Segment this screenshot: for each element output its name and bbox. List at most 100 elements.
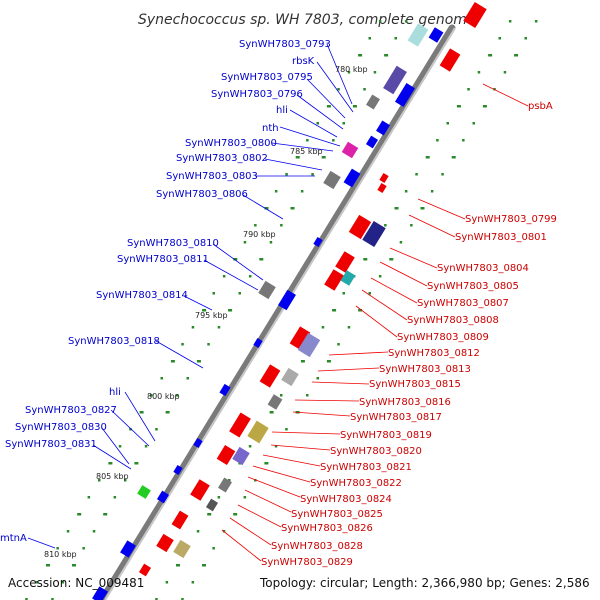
connector-line: [242, 194, 284, 220]
gene-label[interactable]: mtnA: [0, 533, 27, 544]
gene-box[interactable]: [343, 168, 361, 188]
gene-label[interactable]: SynWH7803_0825: [291, 509, 383, 520]
gene-label[interactable]: SynWH7803_0830: [15, 422, 107, 433]
gene-label[interactable]: SynWH7803_0819: [340, 430, 432, 441]
tick-mark: [212, 292, 215, 295]
tick-mark: [415, 173, 418, 176]
gene-label[interactable]: SynWH7803_0810: [127, 238, 219, 249]
gene-label[interactable]: SynWH7803_0820: [330, 446, 422, 457]
gene-box[interactable]: [323, 170, 341, 190]
gene-label[interactable]: SynWH7803_0793: [239, 39, 331, 50]
gene-label[interactable]: SynWH7803_0799: [465, 214, 557, 225]
gene-label[interactable]: SynWH7803_0805: [427, 281, 519, 292]
gene-label[interactable]: SynWH7803_0806: [156, 189, 248, 200]
tick-mark: [477, 71, 481, 74]
gene-box[interactable]: [219, 383, 231, 397]
gene-box[interactable]: [173, 539, 191, 559]
gene-box[interactable]: [138, 563, 152, 577]
gene-label[interactable]: SynWH7803_0816: [359, 397, 451, 408]
gene-label[interactable]: SynWH7803_0828: [271, 541, 363, 552]
gene-box[interactable]: [267, 394, 283, 410]
gene-box[interactable]: [376, 120, 390, 136]
gene-box[interactable]: [394, 83, 416, 107]
gene-box[interactable]: [366, 94, 380, 110]
gene-label[interactable]: hli: [109, 387, 121, 398]
gene-box[interactable]: [205, 498, 219, 512]
gene-box[interactable]: [341, 141, 359, 159]
gene-box[interactable]: [324, 269, 344, 291]
gene-label[interactable]: SynWH7803_0822: [310, 478, 402, 489]
gene-box[interactable]: [377, 183, 387, 193]
gene-label[interactable]: SynWH7803_0808: [407, 315, 499, 326]
gene-box[interactable]: [218, 477, 232, 493]
gene-box[interactable]: [171, 510, 189, 530]
gene-box[interactable]: [229, 412, 251, 438]
gene-box[interactable]: [407, 23, 429, 47]
gene-label[interactable]: SynWH7803_0796: [211, 89, 303, 100]
gene-label[interactable]: SynWH7803_0827: [25, 405, 117, 416]
connector-line: [482, 83, 529, 107]
gene-box[interactable]: [362, 220, 386, 248]
gene-box[interactable]: [313, 237, 323, 247]
gene-box[interactable]: [120, 540, 136, 558]
connector-line: [289, 109, 338, 138]
gene-label[interactable]: SynWH7803_0818: [68, 336, 160, 347]
gene-box[interactable]: [247, 420, 269, 444]
gene-label[interactable]: SynWH7803_0824: [300, 494, 392, 505]
gene-label[interactable]: SynWH7803_0831: [5, 439, 97, 450]
gene-box[interactable]: [216, 445, 236, 465]
gene-box[interactable]: [297, 332, 321, 358]
gene-box[interactable]: [281, 367, 299, 387]
gene-box[interactable]: [92, 586, 108, 600]
gene-box[interactable]: [428, 27, 444, 43]
gene-label[interactable]: SynWH7803_0802: [176, 153, 268, 164]
gene-label[interactable]: SynWH7803_0814: [96, 290, 188, 301]
gene-box[interactable]: [173, 465, 183, 475]
gene-box[interactable]: [278, 289, 296, 311]
gene-label[interactable]: SynWH7803_0812: [388, 348, 480, 359]
connector-line: [370, 277, 418, 304]
gene-box[interactable]: [289, 326, 311, 350]
gene-box[interactable]: [190, 479, 210, 501]
gene-label[interactable]: SynWH7803_0815: [369, 379, 461, 390]
gene-label[interactable]: SynWH7803_0817: [350, 412, 442, 423]
tick-mark: [456, 105, 461, 108]
gene-box[interactable]: [258, 280, 276, 300]
gene-box[interactable]: [335, 251, 355, 273]
gene-label[interactable]: SynWH7803_0826: [281, 523, 373, 534]
gene-box[interactable]: [383, 65, 407, 95]
gene-label[interactable]: nth: [262, 123, 279, 134]
gene-box[interactable]: [156, 533, 174, 553]
gene-label[interactable]: SynWH7803_0809: [397, 332, 489, 343]
gene-box[interactable]: [348, 214, 372, 240]
gene-label[interactable]: SynWH7803_0811: [117, 254, 209, 265]
gene-box[interactable]: [365, 135, 379, 149]
connector-line: [408, 214, 456, 238]
gene-box[interactable]: [259, 364, 281, 388]
connector-line: [244, 489, 292, 513]
gene-box[interactable]: [253, 338, 263, 348]
gene-box[interactable]: [340, 270, 356, 286]
gene-label[interactable]: SynWH7803_0821: [320, 462, 412, 473]
gene-box[interactable]: [232, 446, 250, 466]
tick-mark: [311, 173, 314, 176]
gene-label[interactable]: SynWH7803_0801: [455, 232, 547, 243]
gene-label[interactable]: SynWH7803_0813: [379, 364, 471, 375]
tick-mark: [274, 190, 278, 193]
gene-label[interactable]: SynWH7803_0803: [166, 171, 258, 182]
connector-line: [264, 158, 323, 171]
gene-label[interactable]: rbsK: [292, 56, 315, 67]
gene-label[interactable]: SynWH7803_0807: [417, 298, 509, 309]
gene-box[interactable]: [156, 490, 170, 504]
gene-label[interactable]: SynWH7803_0829: [261, 557, 353, 568]
gene-label[interactable]: SynWH7803_0795: [221, 72, 313, 83]
gene-label[interactable]: hli: [276, 105, 288, 116]
gene-box[interactable]: [379, 173, 389, 183]
gene-label[interactable]: psbA: [528, 101, 553, 112]
gene-box[interactable]: [193, 438, 203, 448]
gene-box[interactable]: [137, 485, 151, 499]
gene-box[interactable]: [439, 48, 461, 72]
gene-box[interactable]: [463, 1, 487, 29]
gene-label[interactable]: SynWH7803_0800: [185, 138, 277, 149]
gene-label[interactable]: SynWH7803_0804: [437, 263, 529, 274]
